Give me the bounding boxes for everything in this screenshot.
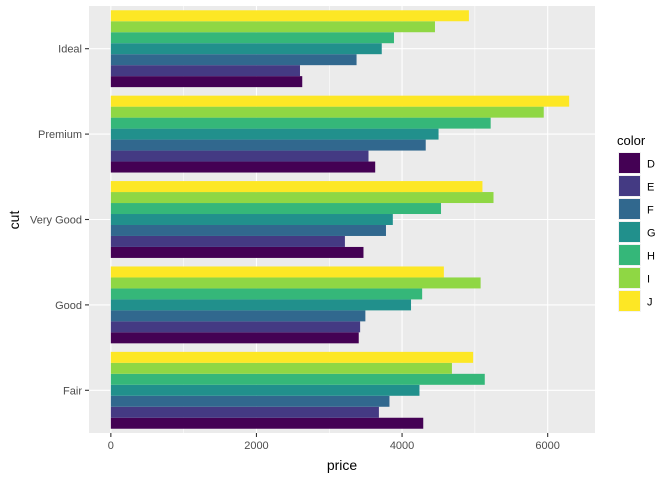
bar-ideal-d	[110, 76, 303, 88]
bar-premium-j	[110, 95, 570, 107]
y-tick-label: Good	[55, 300, 82, 312]
legend-label: I	[647, 274, 650, 286]
bar-fair-d	[110, 417, 424, 429]
bar-premium-i	[110, 106, 544, 118]
legend-key-swatch	[619, 245, 640, 265]
bar-very-good-d	[110, 246, 364, 258]
bar-good-i	[110, 277, 481, 289]
bar-fair-g	[110, 384, 420, 396]
legend-label: G	[647, 228, 656, 240]
bar-good-f	[110, 310, 366, 322]
bar-good-h	[110, 288, 423, 300]
y-tick-label: Ideal	[58, 44, 82, 56]
bar-premium-g	[110, 128, 439, 140]
legend-key-swatch	[619, 199, 640, 219]
legend-key-swatch	[619, 291, 640, 311]
bar-very-good-e	[110, 235, 345, 247]
legend-title: color	[617, 133, 646, 148]
bar-premium-e	[110, 150, 369, 162]
x-axis: 0 2000 4000 6000	[108, 433, 560, 452]
bar-very-good-f	[110, 224, 386, 236]
x-tick-label: 0	[108, 440, 114, 452]
legend-key-swatch	[619, 176, 640, 196]
bar-good-d	[110, 332, 359, 344]
legend-key-swatch	[619, 222, 640, 242]
bars	[110, 10, 570, 429]
bar-good-j	[110, 266, 444, 278]
legend-key-swatch	[619, 268, 640, 288]
x-axis-title: price	[327, 457, 358, 473]
x-tick-label: 2000	[244, 440, 268, 452]
y-tick-label: Fair	[63, 385, 82, 397]
bar-ideal-j	[110, 10, 469, 22]
x-tick-label: 6000	[535, 440, 559, 452]
bar-very-good-h	[110, 203, 442, 215]
bar-fair-h	[110, 373, 485, 385]
bar-premium-f	[110, 139, 426, 151]
legend-label: E	[647, 182, 654, 194]
bar-very-good-j	[110, 181, 483, 193]
bar-ideal-f	[110, 54, 357, 66]
bar-ideal-g	[110, 43, 382, 55]
bar-fair-f	[110, 395, 390, 407]
y-tick-label: Very Good	[30, 215, 82, 227]
legend-label: F	[647, 205, 654, 217]
legend-label: D	[647, 159, 655, 171]
legend-label: H	[647, 251, 655, 263]
bar-good-g	[110, 299, 412, 311]
bar-premium-d	[110, 161, 376, 173]
bar-premium-h	[110, 117, 491, 129]
y-axis-title: cut	[6, 211, 22, 230]
legend-key-swatch	[619, 153, 640, 173]
bar-very-good-i	[110, 192, 494, 204]
x-tick-label: 4000	[390, 440, 414, 452]
bar-good-e	[110, 321, 361, 333]
legend-label: J	[647, 297, 653, 309]
bar-very-good-g	[110, 214, 393, 225]
y-axis: Fair Good Very Good Premium Ideal	[30, 44, 89, 397]
bar-ideal-e	[110, 65, 300, 77]
y-tick-label: Premium	[38, 129, 82, 141]
bar-ideal-h	[110, 32, 394, 44]
bar-fair-j	[110, 351, 474, 363]
bar-ideal-i	[110, 21, 435, 33]
bar-fair-i	[110, 362, 452, 374]
bar-fair-e	[110, 406, 379, 418]
